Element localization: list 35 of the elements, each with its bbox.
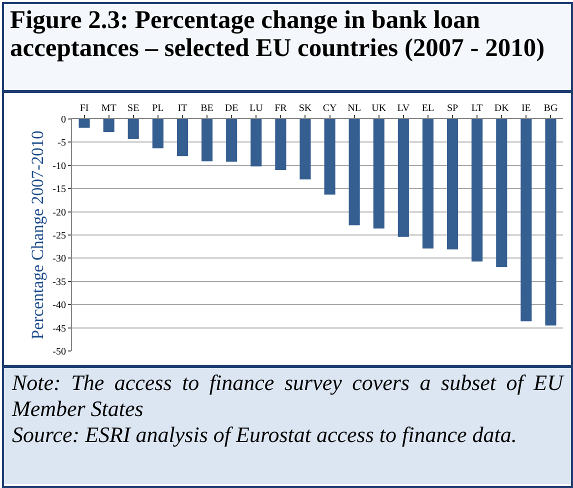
- source-note: Source: ESRI analysis of Eurostat access to finance data.: [12, 422, 518, 448]
- x-tick-label: DE: [224, 103, 238, 114]
- y-tick-label: -40: [52, 300, 66, 312]
- x-tick-label: FI: [80, 103, 89, 114]
- x-tick-label: SP: [446, 103, 459, 114]
- x-tick-label: SK: [298, 103, 312, 114]
- x-tick-label: LU: [249, 103, 264, 114]
- x-tick-label: LV: [397, 103, 410, 114]
- x-tick-label: MT: [101, 103, 116, 114]
- x-tick-label: FR: [274, 103, 288, 114]
- x-tick-label: CY: [322, 103, 337, 114]
- y-tick-label: -15: [52, 184, 66, 196]
- y-tick-label: -50: [52, 346, 66, 358]
- y-tick-label: 0: [61, 114, 66, 126]
- text: Note: The access to finance survey covers a subset of EU Member States: [12, 370, 563, 422]
- y-tick-label: -20: [52, 207, 66, 218]
- x-tick-label: EL: [422, 103, 434, 114]
- x-tick-label: IE: [521, 103, 531, 114]
- x-tick-label: UK: [372, 103, 387, 114]
- chart-title: Figure 2.3: Percentage change in bank loan acceptances – selected EU countries (2007 - 2010): [4, 4, 571, 93]
- y-tick-label: -10: [52, 160, 66, 172]
- y-tick-label: -35: [52, 276, 66, 288]
- x-tick-label: PL: [152, 103, 164, 114]
- x-tick-label: IT: [178, 103, 188, 114]
- x-tick-label: SE: [128, 103, 140, 114]
- y-tick-label: -45: [52, 323, 66, 334]
- x-tick-label: BG: [544, 103, 558, 114]
- x-tick-label: BE: [200, 103, 214, 114]
- x-tick-label: NL: [348, 103, 361, 114]
- x-tick-label: DK: [494, 103, 510, 114]
- x-tick-label: LT: [471, 103, 483, 114]
- y-tick-label: -25: [52, 230, 66, 242]
- y-tick-label: -5: [58, 138, 66, 149]
- y-tick-label: -30: [52, 254, 66, 265]
- y-axis-title: Percentage Change 2007-2010: [28, 130, 48, 340]
